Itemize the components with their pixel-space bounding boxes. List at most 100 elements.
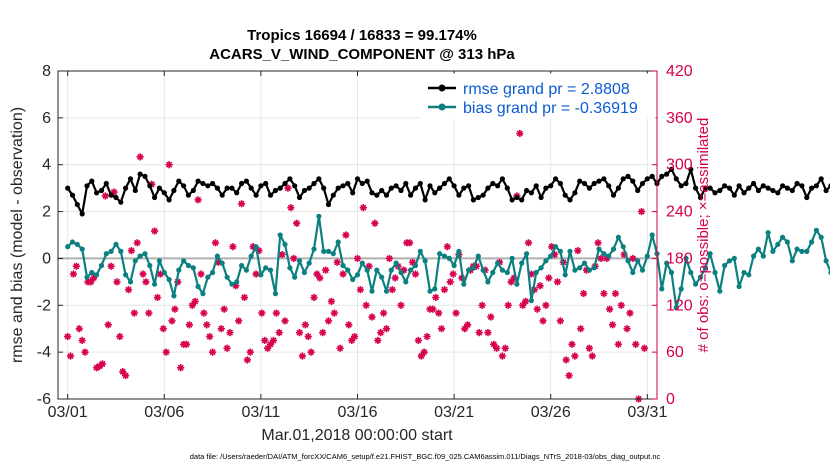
bias-point [441, 253, 448, 259]
obs-marker-stroke [623, 325, 631, 332]
x-tick-label: 03/01 [48, 404, 88, 421]
bias-point [181, 258, 187, 264]
obs-marker-stroke [502, 345, 509, 352]
rmse-point [282, 180, 288, 187]
obs-marker [319, 329, 327, 337]
bias-point [726, 258, 733, 264]
rmse-point [301, 187, 307, 194]
obs-marker [266, 340, 275, 348]
obs-marker [191, 297, 199, 305]
bias-point [524, 251, 530, 257]
chart-title-line-1: Tropics 16694 / 16833 = 99.174% [247, 27, 477, 44]
obs-marker-stroke [444, 243, 451, 250]
obs-marker [522, 297, 530, 305]
obs-marker-stroke [128, 247, 135, 254]
obs-marker-stroke [392, 274, 399, 282]
rmse-point [441, 180, 448, 187]
obs-marker [165, 161, 173, 169]
bias-point [461, 281, 467, 287]
obs-marker-stroke [435, 310, 442, 317]
obs-marker-stroke [247, 349, 254, 356]
obs-marker [72, 262, 80, 270]
obs-marker [69, 270, 78, 278]
bias-point [267, 267, 274, 273]
obs-marker-stroke [574, 247, 581, 254]
obs-marker-stroke [203, 321, 210, 328]
obs-marker-stroke [487, 313, 494, 321]
bias-point [142, 251, 148, 257]
obs-marker-stroke [438, 325, 445, 332]
obs-marker [208, 348, 217, 356]
rmse-point [504, 185, 510, 191]
rmse-point [475, 194, 481, 201]
obs-marker [177, 364, 185, 372]
rmse-point [688, 166, 694, 172]
bias-point [287, 265, 293, 271]
obs-marker [113, 278, 121, 286]
rmse-point [606, 183, 612, 189]
rmse-point [668, 166, 675, 172]
bias-point [649, 232, 655, 238]
x-tick-label: 03/11 [241, 404, 280, 421]
rmse-point [74, 201, 80, 208]
rmse-point [548, 183, 554, 189]
rmse-point [98, 187, 105, 194]
rmse-point [577, 178, 583, 184]
obs-marker-stroke [261, 337, 268, 344]
bias-series [65, 213, 830, 311]
obs-marker-stroke [345, 321, 352, 328]
obs-marker-stroke [339, 270, 347, 278]
obs-marker [568, 340, 576, 348]
rmse-point [137, 171, 143, 177]
obs-marker-stroke [302, 321, 309, 328]
obs-marker-stroke [287, 204, 294, 211]
rmse-point [456, 192, 462, 198]
bias-point [509, 255, 515, 261]
obs-marker [545, 274, 553, 282]
obs-marker-stroke [223, 345, 231, 352]
obs-marker-stroke [177, 364, 184, 371]
obs-marker [437, 325, 446, 333]
bias-point [398, 269, 404, 276]
bias-point [712, 269, 718, 276]
obs-marker-stroke [484, 329, 492, 336]
bias-point [751, 253, 757, 259]
obs-marker [290, 254, 298, 263]
bias-point [301, 269, 307, 276]
obs-marker-stroke [421, 349, 428, 356]
bias-point [210, 269, 216, 276]
obs-marker [298, 352, 307, 360]
obs-marker [432, 293, 440, 302]
obs-marker [600, 289, 608, 298]
obs-marker-stroke [371, 220, 378, 227]
obs-marker [536, 282, 544, 290]
obs-marker [385, 254, 393, 263]
obs-marker [623, 325, 631, 333]
obs-marker [359, 204, 367, 212]
obs-marker-stroke [557, 317, 564, 324]
y-tick-label: 2 [42, 204, 51, 221]
obs-marker [382, 325, 391, 333]
rmse-point [678, 183, 684, 189]
rmse-point [722, 183, 728, 189]
bias-point [586, 267, 593, 273]
obs-marker [611, 289, 620, 298]
legend: rmse grand pr = 2.8808 bias grand pr = -… [420, 73, 656, 119]
bias-point [717, 288, 723, 294]
legend-bias-label: bias grand pr = -0.36919 [463, 100, 638, 117]
bias-point [185, 262, 191, 269]
obs-marker [475, 329, 483, 337]
rmse-point [470, 197, 476, 203]
obs-marker [524, 239, 533, 247]
obs-marker-stroke [308, 349, 315, 356]
rmse-point [601, 176, 607, 182]
obs-marker-stroke [241, 294, 248, 301]
obs-marker [371, 219, 379, 227]
bias-point [243, 267, 249, 273]
rmse-point [446, 176, 452, 182]
bias-point [818, 234, 824, 240]
bias-point [113, 241, 119, 247]
obs-marker [122, 371, 130, 380]
obs-marker [258, 309, 266, 317]
rmse-point [809, 185, 815, 191]
